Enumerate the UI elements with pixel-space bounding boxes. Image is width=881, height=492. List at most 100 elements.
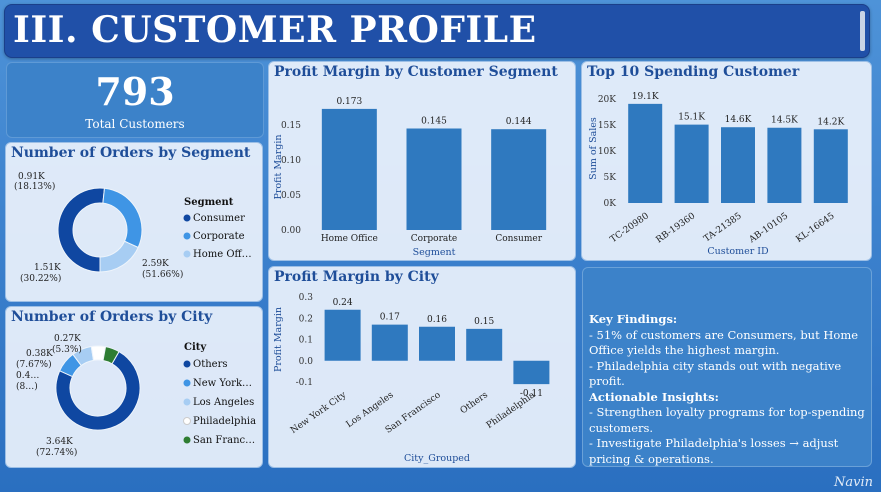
legend-marker [183,436,191,444]
header-banner: III. CUSTOMER PROFILE [4,4,870,58]
data-label: 15.1K [678,113,705,123]
kpi-value: 793 [95,69,175,114]
margin-by-segment-panel[interactable]: Profit Margin by Customer Segment 0.00 0.… [268,61,576,261]
y-tick-label: 0K [604,199,617,209]
orders-by-segment-chart: 0.91K (18.13%) 2.59K (51.66%) 1.51K (30.… [14,172,252,284]
legend-label[interactable]: Los Angeles [193,397,254,408]
orders-by-city-panel[interactable]: Number of Orders by City 0.27K (5.3%) 0.… [5,306,263,468]
seg-label-homeoffice-value: 0.91K [18,172,45,182]
city-label-others-value: 3.64K [46,437,73,447]
x-tick-label: Consumer [495,234,542,244]
donut-slice-home-office[interactable] [99,240,139,273]
bar-ta-21385[interactable] [721,127,755,203]
data-label: 0.145 [421,117,447,127]
city-legend-title: City [184,342,207,353]
top10-panel[interactable]: Top 10 Spending Customer 0K 5K 10K 15K 20K 19… [581,61,872,261]
segment-donut[interactable] [57,187,143,273]
y-tick-label: -0.1 [296,378,313,388]
y-tick-label: 0.00 [281,226,301,236]
city-label-ny-pct: (8…) [16,381,38,392]
data-label: 0.144 [506,117,532,127]
legend-marker [183,398,191,406]
segment-legend: Consumer Corporate Home Off… [183,213,252,260]
margin-by-segment-chart: 0.00 0.05 0.10 0.15 0.173 Home Office 0.145 Cor… [273,97,547,258]
seg-label-consumer-value: 2.59K [142,259,169,269]
legend-label[interactable]: New York… [193,378,252,389]
bar-kl-16645[interactable] [813,129,848,203]
bar-tc-20980[interactable] [628,103,663,203]
donut-slice-consumer[interactable] [57,187,106,273]
bar-corporate[interactable] [406,128,462,231]
orders-by-segment-title: Number of Orders by Segment [11,145,251,161]
action-2: - Investigate Philadelphia's losses → ad… [589,436,839,466]
x-axis-title: Customer ID [707,246,769,257]
bar-consumer[interactable] [491,129,547,230]
y-axis-title: Profit Margin [273,135,284,200]
city-legend: Others New York… Los Angeles Philadelphia Sa… [183,359,256,446]
seg-label-consumer-pct: (51.66%) [142,269,183,280]
x-axis-title: Segment [413,247,456,258]
city-label-sf-value: 0.27K [54,334,81,344]
y-tick-label: 0.2 [299,314,313,324]
legend-label[interactable]: Home Off… [193,249,252,260]
x-tick-label: Corporate [411,234,457,244]
finding-2: - Philadelphia city stands out with nega… [589,358,842,389]
margin-by-city-panel[interactable]: Profit Margin by City -0.1 0.0 0.1 0.2 0.3 0.… [268,266,576,468]
y-axis-title: Profit Margin [273,307,284,372]
kpi-card[interactable]: 793 Total Customers [6,62,264,138]
margin-by-city-title: Profit Margin by City [274,269,439,285]
bar-home-office[interactable] [321,108,377,230]
legend-label[interactable]: Philadelphia [193,416,256,427]
city-label-ny-value: 0.4… [16,371,39,381]
bar-san-francisco[interactable] [419,326,455,361]
finding-1: - 51% of customers are Consumers, but Ho… [589,327,859,358]
city-label-others-pct: (72.74%) [36,447,77,458]
city-donut[interactable] [55,345,141,431]
legend-label[interactable]: San Franc… [193,435,255,446]
legend-marker [183,379,191,387]
header-scroll-indicator [860,11,865,51]
legend-label[interactable]: Corporate [193,231,245,242]
legend-label[interactable]: Consumer [193,213,245,224]
bar-los-angeles[interactable] [371,324,408,361]
actionable-heading: Actionable Insights: [589,389,719,404]
orders-by-segment-panel[interactable]: Number of Orders by Segment 0.91K (18.13… [5,142,263,302]
bar-new-york-city[interactable] [324,309,361,361]
segment-legend-title: Segment [184,197,234,208]
legend-label[interactable]: Others [193,359,228,370]
x-tick-label: New York City [289,390,349,436]
y-tick-label: 0.3 [299,293,314,303]
orders-by-city-title: Number of Orders by City [11,309,213,325]
city-label-la-pct: (7.67%) [16,359,52,370]
y-tick-label: 0.1 [299,336,313,346]
y-tick-label: 5K [604,173,617,183]
action-1: - Strengthen loyalty programs for top-sp… [589,405,865,435]
legend-marker [183,214,191,222]
x-tick-label: TC-20980 [609,211,651,245]
data-label: 14.2K [817,117,844,127]
y-tick-label: 15K [598,121,616,131]
x-axis-title: City_Grouped [404,453,470,464]
data-label: 19.1K [632,92,659,102]
orders-by-city-chart: 0.27K (5.3%) 0.38K (7.67%) 0.4… (8…) 3.6… [16,334,256,458]
donut-slice-san-francisco[interactable] [102,346,120,365]
y-tick-label: 20K [598,95,616,105]
x-tick-label: KL-16645 [794,211,836,245]
watermark: Navin [834,475,873,490]
bar-philadelphia[interactable] [513,360,550,385]
legend-marker [183,250,191,258]
data-label: 0.16 [427,315,447,325]
legend-marker [183,417,191,425]
donut-slice-others[interactable] [55,350,141,431]
bar-ab-10105[interactable] [767,127,802,203]
insights-text: Key Findings: - 51% of customers are Con… [589,312,865,467]
bar-rb-19360[interactable] [674,124,709,203]
y-tick-label: 0.05 [281,191,301,201]
page-title: III. CUSTOMER PROFILE [13,9,537,51]
bar-others[interactable] [466,328,503,361]
y-tick-label: 0.10 [281,156,301,166]
seg-label-corporate-value: 1.51K [34,263,61,273]
x-tick-label: Philadelphia [485,390,538,431]
data-label: 0.15 [474,317,494,327]
donut-slice-corporate[interactable] [102,187,143,249]
